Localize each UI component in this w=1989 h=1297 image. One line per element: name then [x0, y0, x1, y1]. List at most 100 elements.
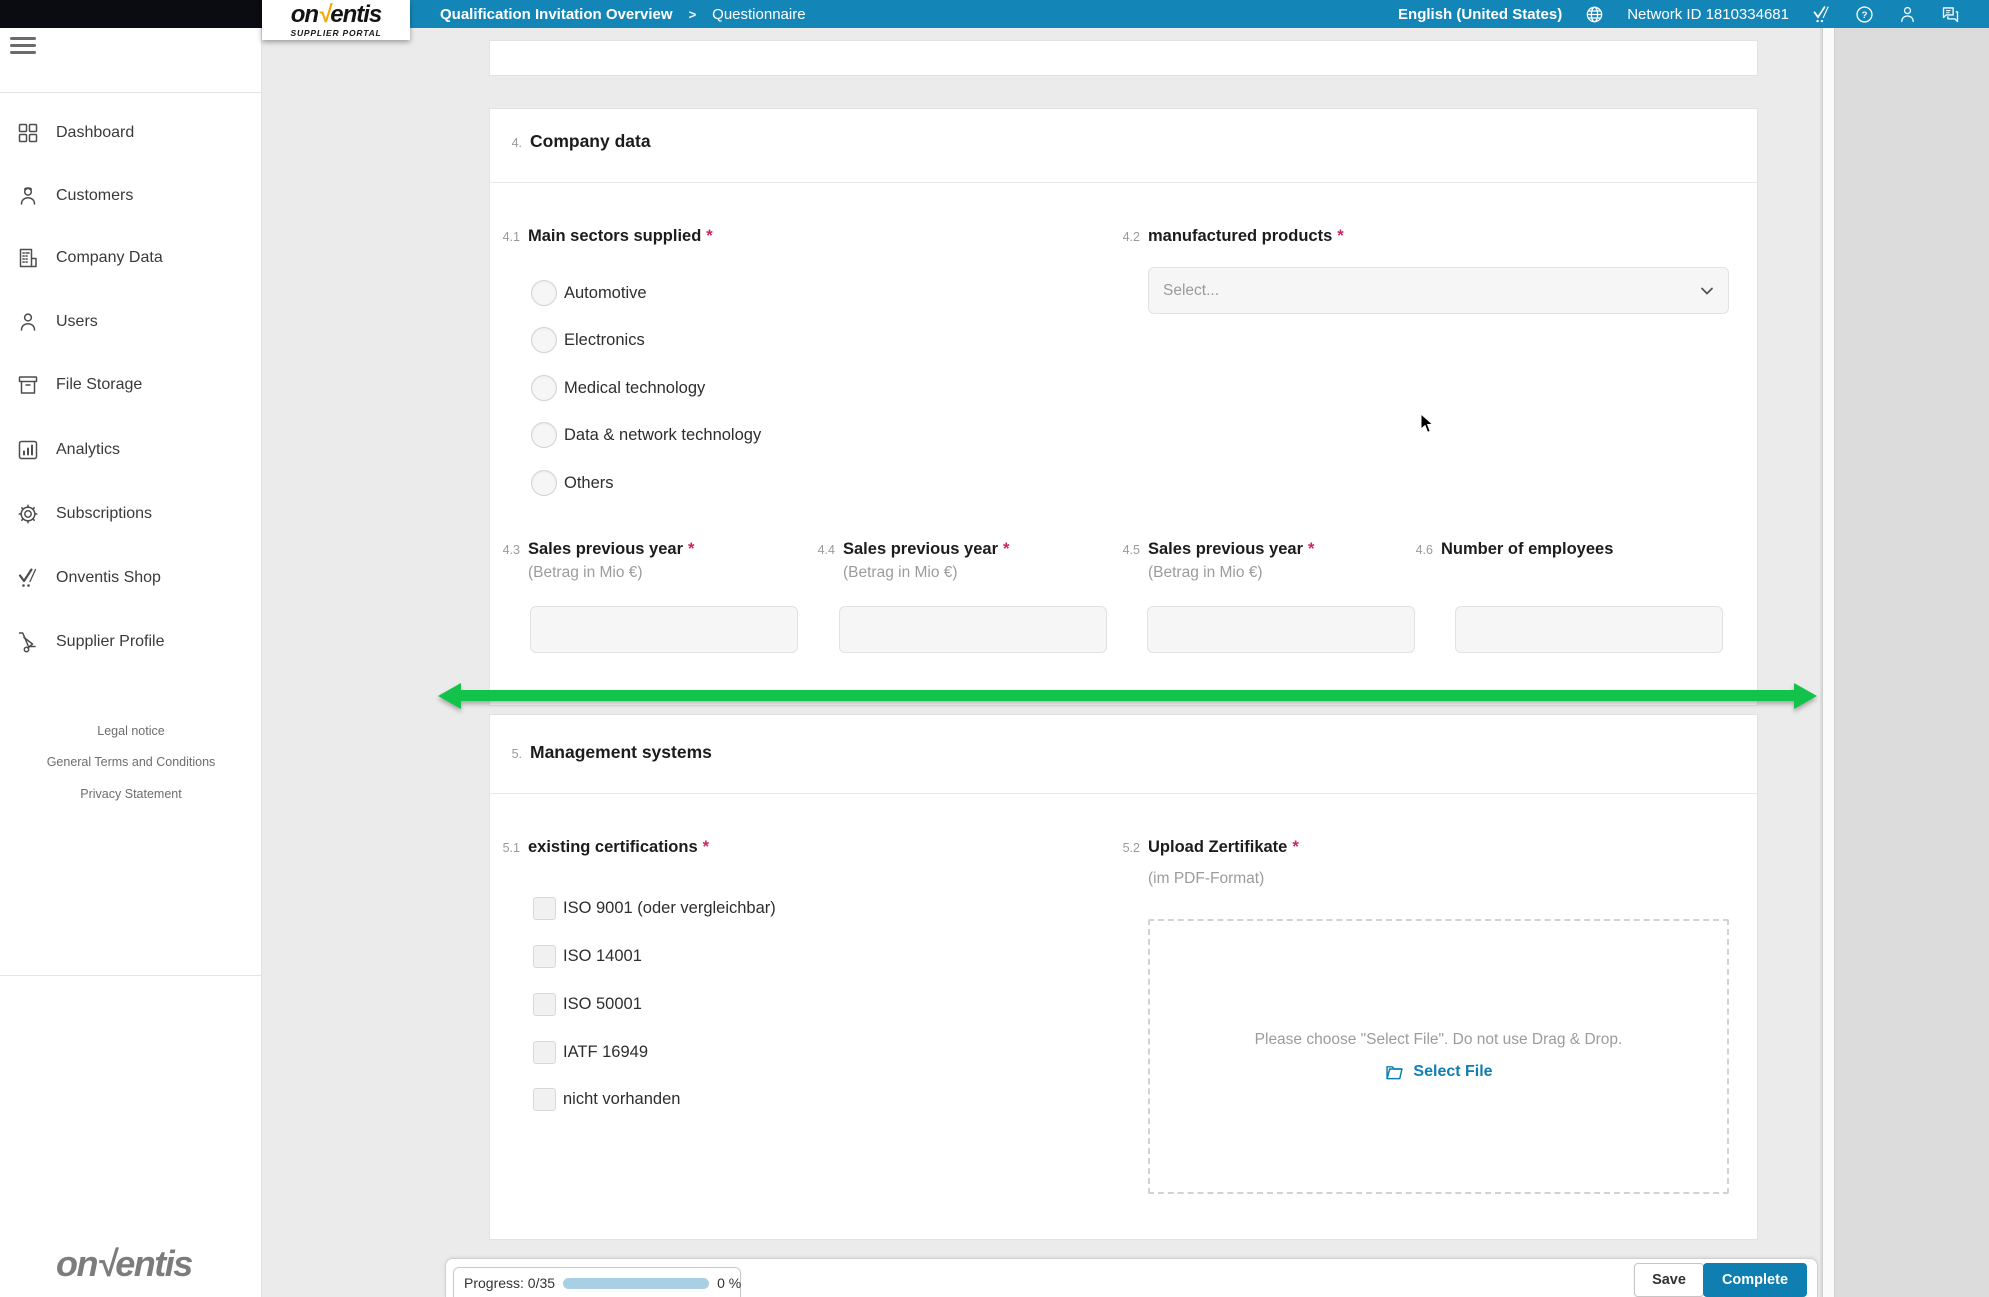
- section-title: Company data: [530, 131, 651, 151]
- checkbox-icon[interactable]: [533, 945, 556, 968]
- section-number: 5.: [511, 747, 522, 761]
- radio-option-medical-technology[interactable]: Medical technology: [531, 375, 705, 401]
- radio-icon[interactable]: [531, 280, 557, 306]
- section-5-header: 5. Management systems: [496, 742, 712, 763]
- manufactured-products-select[interactable]: Select...: [1148, 267, 1729, 314]
- checkbox-option-iso-14001[interactable]: ISO 14001: [533, 945, 642, 968]
- sidebar-item-dashboard[interactable]: Dashboard: [0, 117, 262, 149]
- analytics-icon: [16, 438, 40, 462]
- sidebar-label: Onventis Shop: [56, 569, 161, 586]
- sidebar-item-analytics[interactable]: Analytics: [0, 434, 262, 466]
- onventis-shop-icon: [16, 566, 40, 590]
- progress-bar: [563, 1277, 710, 1289]
- globe-icon[interactable]: [1584, 4, 1605, 25]
- general-terms-link[interactable]: General Terms and Conditions: [46, 755, 216, 769]
- question-label: Upload Zertifikate: [1148, 838, 1288, 856]
- sidebar-label: Analytics: [56, 441, 121, 458]
- sidebar-item-supplier-profile[interactable]: Supplier Profile: [0, 626, 262, 658]
- onventis-footer-logo: on√entis: [56, 1243, 193, 1284]
- question-number: 5.2: [1122, 841, 1140, 855]
- radio-icon[interactable]: [531, 327, 557, 353]
- help-icon[interactable]: ?: [1854, 4, 1875, 25]
- question-number: 4.1: [502, 230, 520, 244]
- checkbox-option-iatf-16949[interactable]: IATF 16949: [533, 1041, 648, 1064]
- section-divider: [490, 793, 1757, 794]
- checkbox-icon[interactable]: [533, 897, 556, 920]
- question-label: Sales previous year: [843, 540, 999, 558]
- onventis-logo-tab[interactable]: on√entis SUPPLIER PORTAL: [262, 0, 410, 40]
- section-company-data-card: 4. Company data 4.1 Main sectors supplie…: [489, 108, 1758, 706]
- sidebar-item-onventis-shop[interactable]: Onventis Shop: [0, 562, 262, 594]
- logo-checkmark: √: [318, 0, 331, 28]
- supplier-profile-icon: [16, 630, 40, 654]
- question-label: manufactured products: [1148, 227, 1333, 245]
- checkbox-icon[interactable]: [533, 1041, 556, 1064]
- customers-icon: [16, 184, 40, 208]
- sidebar-label: Supplier Profile: [56, 633, 165, 650]
- radio-icon[interactable]: [531, 375, 557, 401]
- question-4-1-label: 4.1 Main sectors supplied *: [494, 227, 713, 246]
- onventis-check-icon[interactable]: [1811, 4, 1832, 25]
- question-5-2-label: 5.2 Upload Zertifikate *: [1114, 838, 1299, 857]
- breadcrumb-questionnaire[interactable]: Questionnaire: [712, 5, 806, 23]
- hamburger-menu-icon[interactable]: [10, 37, 36, 54]
- arrow-left-head: [438, 683, 461, 709]
- option-label: ISO 9001 (oder vergleichbar): [563, 899, 776, 917]
- breadcrumb-separator: >: [688, 6, 697, 22]
- question-4-2-label: 4.2 manufactured products *: [1114, 227, 1344, 246]
- sales-previous-year-1-input[interactable]: [530, 606, 798, 653]
- option-label: Electronics: [564, 330, 645, 349]
- number-of-employees-input[interactable]: [1455, 606, 1723, 653]
- breadcrumb-qualification-invitation-overview[interactable]: Qualification Invitation Overview: [440, 5, 673, 23]
- select-file-button[interactable]: Select File: [1384, 1062, 1493, 1083]
- question-number: 5.1: [502, 841, 520, 855]
- required-asterisk: *: [702, 838, 710, 856]
- radio-option-automotive[interactable]: Automotive: [531, 280, 647, 306]
- sidebar-item-users[interactable]: Users: [0, 306, 262, 338]
- checkbox-option-iso-9001[interactable]: ISO 9001 (oder vergleichbar): [533, 897, 776, 920]
- radio-icon[interactable]: [531, 470, 557, 496]
- company-data-icon: [16, 246, 40, 270]
- radio-option-data-network-technology[interactable]: Data & network technology: [531, 422, 761, 448]
- complete-button[interactable]: Complete: [1703, 1263, 1807, 1297]
- arrow-shaft: [459, 690, 1796, 701]
- certificate-upload-dropzone[interactable]: Please choose "Select File". Do not use …: [1148, 919, 1729, 1194]
- previous-section-card-partial: [489, 40, 1758, 76]
- sidebar-label: Users: [56, 313, 98, 330]
- checkbox-option-iso-50001[interactable]: ISO 50001: [533, 993, 642, 1016]
- radio-icon[interactable]: [531, 422, 557, 448]
- question-4-5-label: 4.5 Sales previous year *: [1114, 540, 1315, 559]
- question-4-4-label: 4.4 Sales previous year *: [809, 540, 1010, 559]
- radio-option-electronics[interactable]: Electronics: [531, 327, 645, 353]
- sidebar-item-file-storage[interactable]: File Storage: [0, 369, 262, 401]
- sidebar-item-subscriptions[interactable]: Subscriptions: [0, 498, 262, 530]
- question-label: existing certifications: [528, 838, 698, 856]
- checkbox-icon[interactable]: [533, 1088, 556, 1111]
- checkbox-icon[interactable]: [533, 993, 556, 1016]
- save-button[interactable]: Save: [1634, 1263, 1704, 1297]
- question-number: 4.2: [1122, 230, 1140, 244]
- radio-option-others[interactable]: Others: [531, 470, 614, 496]
- sales-previous-year-3-input[interactable]: [1147, 606, 1415, 653]
- legal-notice-link[interactable]: Legal notice: [97, 724, 165, 738]
- user-icon[interactable]: [1897, 4, 1918, 25]
- sales-previous-year-2-input[interactable]: [839, 606, 1107, 653]
- sidebar-divider: [0, 92, 262, 93]
- language-selector-label[interactable]: English (United States): [1398, 5, 1563, 23]
- checkbox-option-nicht-vorhanden[interactable]: nicht vorhanden: [533, 1088, 680, 1111]
- chat-icon[interactable]: [1940, 4, 1961, 25]
- sidebar-item-customers[interactable]: Customers: [0, 180, 262, 212]
- option-label: Automotive: [564, 283, 647, 302]
- green-double-arrow-annotation: [438, 683, 1817, 709]
- questionnaire-scrollbar[interactable]: [1822, 28, 1835, 1297]
- sidebar-label: Company Data: [56, 249, 163, 266]
- select-file-label: Select File: [1413, 1063, 1493, 1080]
- folder-icon: [1384, 1062, 1405, 1083]
- question-number: 4.6: [1415, 543, 1433, 557]
- question-4-3-label: 4.3 Sales previous year *: [494, 540, 695, 559]
- question-label: Sales previous year: [1148, 540, 1304, 558]
- option-label: IATF 16949: [563, 1043, 648, 1061]
- sidebar-item-company-data[interactable]: Company Data: [0, 242, 262, 274]
- privacy-statement-link[interactable]: Privacy Statement: [80, 787, 182, 801]
- question-label: Main sectors supplied: [528, 227, 702, 245]
